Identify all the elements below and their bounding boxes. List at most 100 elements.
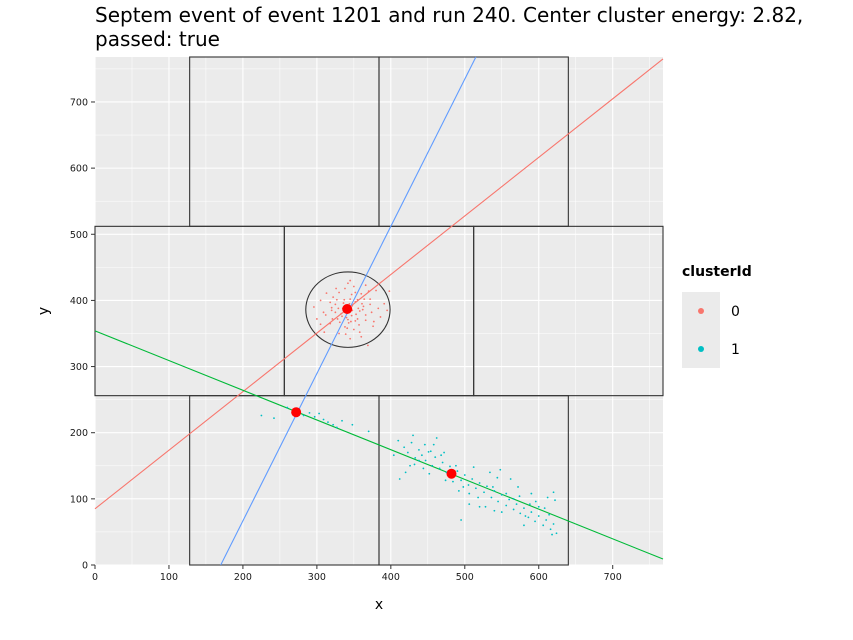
point-cluster-1	[412, 434, 414, 437]
point-cluster-1	[392, 454, 395, 457]
point-cluster-0	[334, 311, 337, 314]
point-cluster-0	[336, 318, 339, 320]
x-axis: 0 100 200 300 400 500 600 700	[92, 565, 622, 583]
point-cluster-0	[329, 301, 332, 304]
point-cluster-0	[335, 287, 338, 290]
point-cluster-1	[443, 451, 445, 454]
x-tick-label: 600	[530, 572, 548, 583]
point-cluster-0	[357, 307, 360, 310]
x-tick-label: 200	[234, 572, 252, 583]
point-cluster-0	[349, 337, 352, 340]
point-cluster-0	[361, 302, 363, 305]
point-cluster-1	[518, 495, 521, 498]
point-cluster-1	[508, 498, 511, 501]
point-cluster-0	[332, 296, 335, 299]
point-cluster-1	[552, 523, 555, 525]
cluster-0-axis-line	[94, 58, 664, 510]
point-cluster-1	[335, 426, 338, 429]
point-cluster-0	[370, 311, 373, 314]
point-cluster-1	[555, 532, 558, 535]
point-cluster-1	[484, 505, 487, 508]
point-cluster-1	[468, 503, 471, 506]
legend-key-0	[698, 308, 704, 314]
point-cluster-1	[440, 454, 443, 457]
point-cluster-1	[486, 485, 488, 488]
point-cluster-1	[467, 484, 470, 486]
point-cluster-1	[500, 511, 503, 513]
point-cluster-1	[534, 520, 536, 523]
point-cluster-1	[474, 487, 477, 490]
point-cluster-1	[313, 415, 316, 418]
point-cluster-1	[523, 524, 525, 527]
point-cluster-0	[360, 292, 363, 295]
chart-title-line-1: Septem event of event 1201 and run 240. …	[95, 3, 803, 27]
point-cluster-1	[463, 474, 466, 476]
point-cluster-0	[383, 302, 386, 305]
point-cluster-0	[367, 290, 370, 293]
point-cluster-0	[372, 320, 375, 323]
point-cluster-1	[546, 496, 549, 499]
point-cluster-0	[360, 335, 363, 338]
point-cluster-1	[332, 423, 335, 426]
chart-title-line-2: passed: true	[95, 27, 220, 51]
point-cluster-0	[350, 293, 353, 296]
data-points	[260, 279, 558, 536]
point-cluster-0	[343, 298, 346, 301]
point-cluster-1	[534, 500, 537, 503]
point-cluster-1	[548, 513, 551, 516]
point-cluster-1	[491, 486, 494, 488]
point-cluster-1	[327, 421, 329, 424]
point-cluster-1	[429, 450, 432, 453]
point-cluster-0	[349, 279, 352, 282]
point-cluster-1	[424, 459, 427, 462]
point-cluster-0	[342, 302, 345, 304]
point-cluster-1	[530, 511, 533, 513]
point-cluster-1	[414, 456, 417, 459]
point-cluster-1	[418, 459, 420, 462]
legend-label-0: 0	[731, 304, 740, 320]
point-cluster-1	[318, 412, 320, 415]
point-cluster-1	[551, 533, 553, 536]
point-cluster-1	[517, 486, 519, 488]
y-axis-title: y	[36, 307, 52, 315]
point-cluster-0	[356, 318, 359, 320]
point-cluster-0	[362, 305, 365, 308]
point-cluster-0	[379, 316, 382, 318]
point-cluster-0	[329, 322, 332, 325]
point-cluster-1	[341, 419, 343, 422]
point-cluster-0	[322, 311, 325, 314]
point-cluster-0	[369, 298, 372, 300]
point-cluster-1	[420, 454, 423, 457]
point-cluster-1	[512, 508, 515, 511]
point-cluster-0	[388, 290, 391, 293]
y-tick-label: 700	[70, 97, 88, 108]
point-cluster-0	[367, 344, 369, 347]
point-cluster-1	[286, 406, 289, 409]
point-cluster-0	[354, 320, 357, 322]
point-cluster-1	[308, 411, 311, 414]
chip-outline	[378, 395, 569, 566]
point-cluster-1	[423, 443, 426, 446]
y-tick-label: 400	[70, 296, 88, 307]
point-cluster-0	[356, 298, 359, 301]
point-cluster-0	[346, 327, 349, 330]
point-cluster-1	[528, 503, 531, 506]
point-cluster-0	[350, 314, 353, 317]
point-cluster-0	[354, 291, 357, 294]
point-cluster-0	[338, 321, 341, 324]
point-cluster-0	[344, 325, 346, 328]
x-tick-label: 400	[382, 572, 400, 583]
y-axis: 0 100 200 300 400 500 600 700	[70, 97, 95, 572]
point-cluster-0	[375, 289, 377, 292]
point-cluster-1	[398, 478, 401, 480]
point-cluster-0	[347, 322, 350, 324]
point-cluster-0	[364, 284, 367, 287]
chip-outlines	[94, 56, 664, 566]
point-cluster-0	[344, 333, 347, 336]
point-cluster-1	[496, 476, 499, 479]
point-cluster-1	[499, 468, 502, 471]
point-cluster-1	[462, 486, 465, 488]
point-cluster-1	[493, 490, 496, 492]
point-cluster-1	[537, 505, 540, 508]
point-cluster-0	[349, 298, 352, 300]
